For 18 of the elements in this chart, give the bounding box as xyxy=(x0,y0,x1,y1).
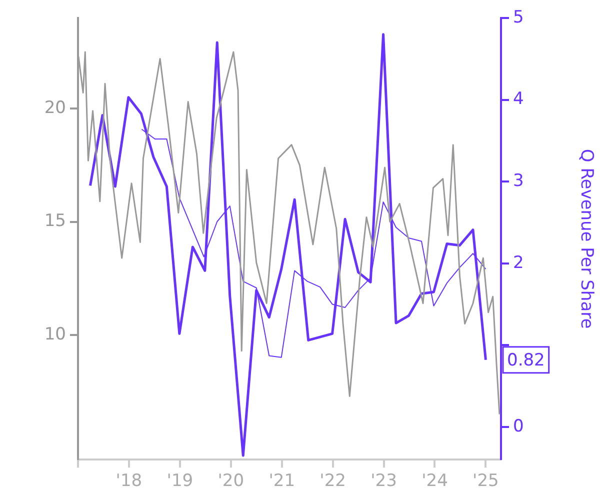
y2-tick-label: 3 xyxy=(513,170,524,191)
y2-tick-label: 4 xyxy=(513,89,524,110)
y2-tick-label: 5 xyxy=(513,7,524,28)
y2-tick-label: 0 xyxy=(513,416,524,436)
x-tick-label: '21 xyxy=(268,471,296,492)
data-label: 0.82 xyxy=(507,350,545,370)
x-tick-label: '19 xyxy=(166,471,194,492)
x-tick-label: '24 xyxy=(422,471,448,492)
x-tick-label: '20 xyxy=(218,471,244,492)
y-tick-label: 20 xyxy=(44,98,66,118)
x-tick-label: '25 xyxy=(472,471,499,492)
x-tick-label: '18 xyxy=(116,471,142,492)
x-tick-label: '23 xyxy=(370,471,397,492)
x-tick-label: '22 xyxy=(320,471,346,492)
y2-tick-label: 2 xyxy=(513,252,524,273)
y2-axis-title: Q Revenue Per Share xyxy=(576,148,596,329)
y-tick-label: 10 xyxy=(44,324,66,344)
y-tick-label: 15 xyxy=(44,211,66,232)
